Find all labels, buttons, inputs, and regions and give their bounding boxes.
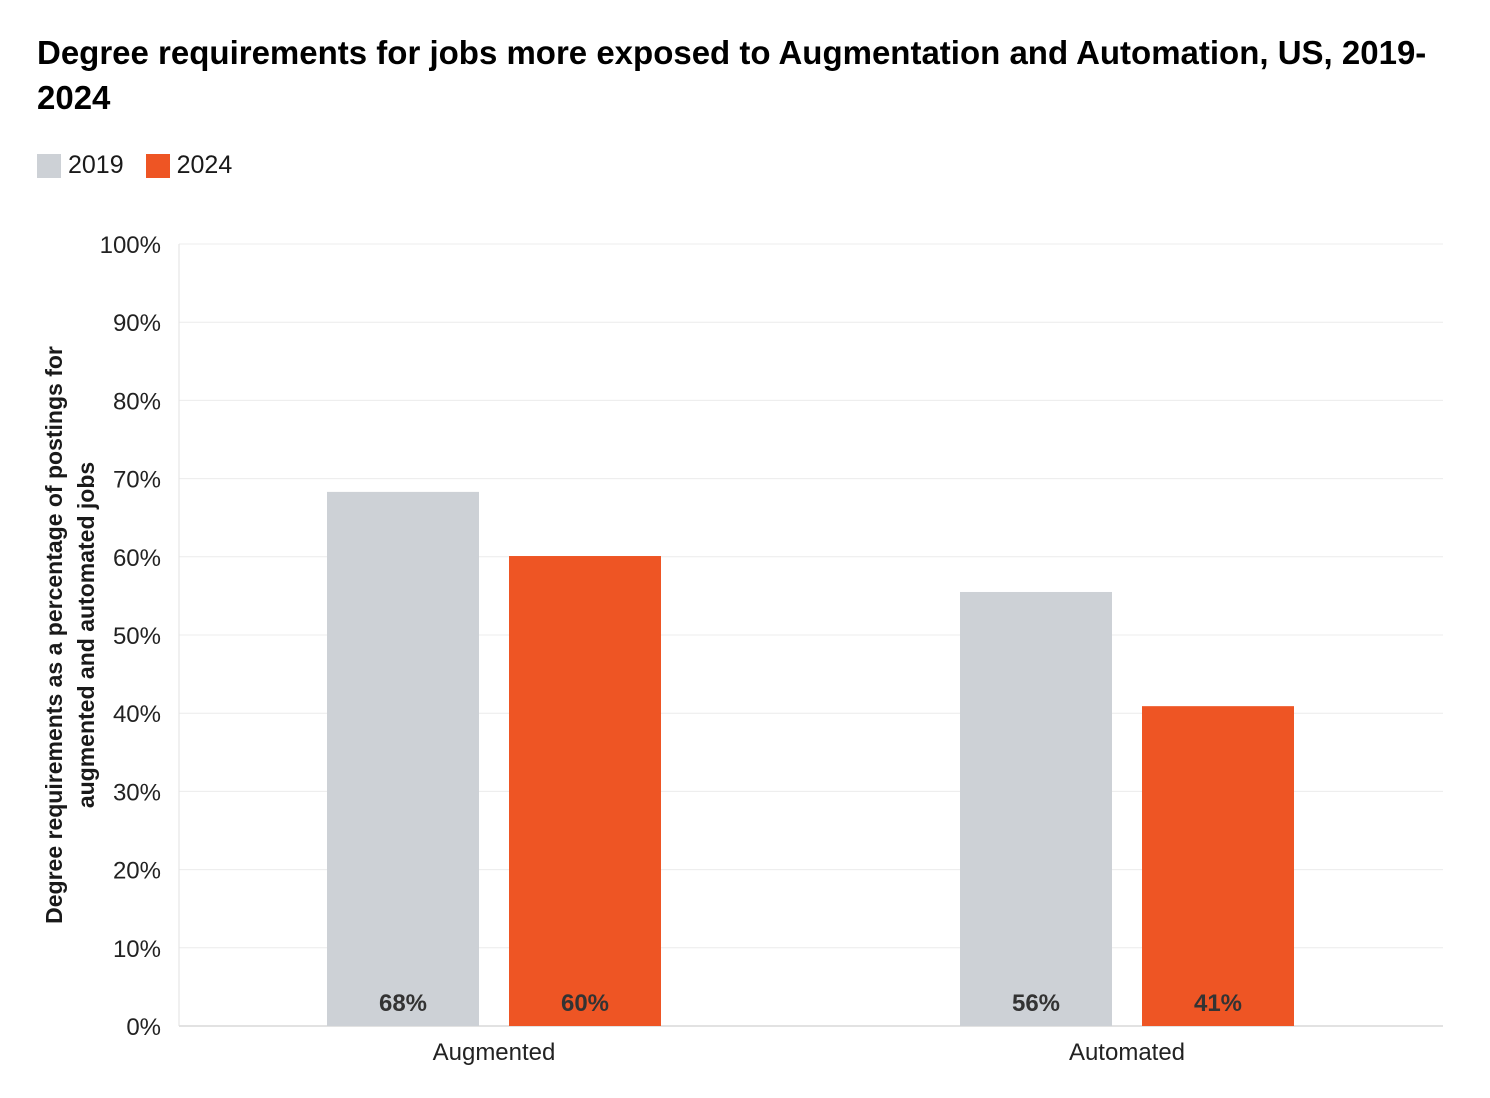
- legend-item-2024: 2024: [145, 151, 233, 180]
- data-label-2024-augmented: 60%: [561, 990, 609, 1017]
- y-axis-title-line: Degree requirements as a percentage of p…: [41, 346, 67, 924]
- x-tick-label: Automated: [1069, 1039, 1185, 1066]
- bars: [327, 491, 1294, 1026]
- data-label-2019-automated: 56%: [1012, 990, 1060, 1017]
- chart-title: Degree requirements for jobs more expose…: [37, 34, 1427, 116]
- data-label-2019-augmented: 68%: [379, 990, 427, 1017]
- legend-swatch-2024: [145, 153, 170, 178]
- legend-label-2024: 2024: [176, 151, 233, 179]
- bar-2019-augmented: [327, 491, 479, 1026]
- legend-label-2019: 2019: [68, 151, 124, 179]
- y-tick-label: 0%: [126, 1014, 161, 1041]
- y-tick-label: 30%: [113, 779, 161, 806]
- y-tick-label: 90%: [113, 310, 161, 337]
- data-labels: 68% 60% 56% 41%: [379, 990, 1242, 1017]
- legend-swatch-2019: [37, 153, 61, 178]
- x-tick-label: Augmented: [433, 1039, 556, 1066]
- bar-2024-automated: [1142, 706, 1294, 1026]
- y-tick-label: 100%: [100, 232, 161, 259]
- x-axis-ticks: Augmented Automated: [433, 1039, 1185, 1066]
- y-tick-label: 70%: [113, 467, 161, 494]
- y-axis-title: Degree requirements as a percentage of p…: [41, 346, 99, 924]
- bar-2019-automated: [960, 591, 1112, 1026]
- y-tick-label: 20%: [113, 858, 161, 885]
- y-tick-label: 60%: [113, 545, 161, 572]
- bar-2024-augmented: [509, 556, 661, 1026]
- y-tick-label: 10%: [113, 936, 161, 963]
- legend: 2019 2024: [37, 151, 254, 180]
- y-tick-label: 50%: [113, 623, 161, 650]
- data-label-2024-automated: 41%: [1194, 990, 1242, 1017]
- legend-item-2019: 2019: [37, 151, 124, 180]
- y-axis-ticks: 0% 10% 20% 30% 40% 50% 60% 70% 80% 90% 100%: [100, 232, 161, 1041]
- y-tick-label: 40%: [113, 701, 161, 728]
- y-axis-title-line: augmented and automated jobs: [73, 462, 99, 808]
- y-tick-label: 80%: [113, 388, 161, 415]
